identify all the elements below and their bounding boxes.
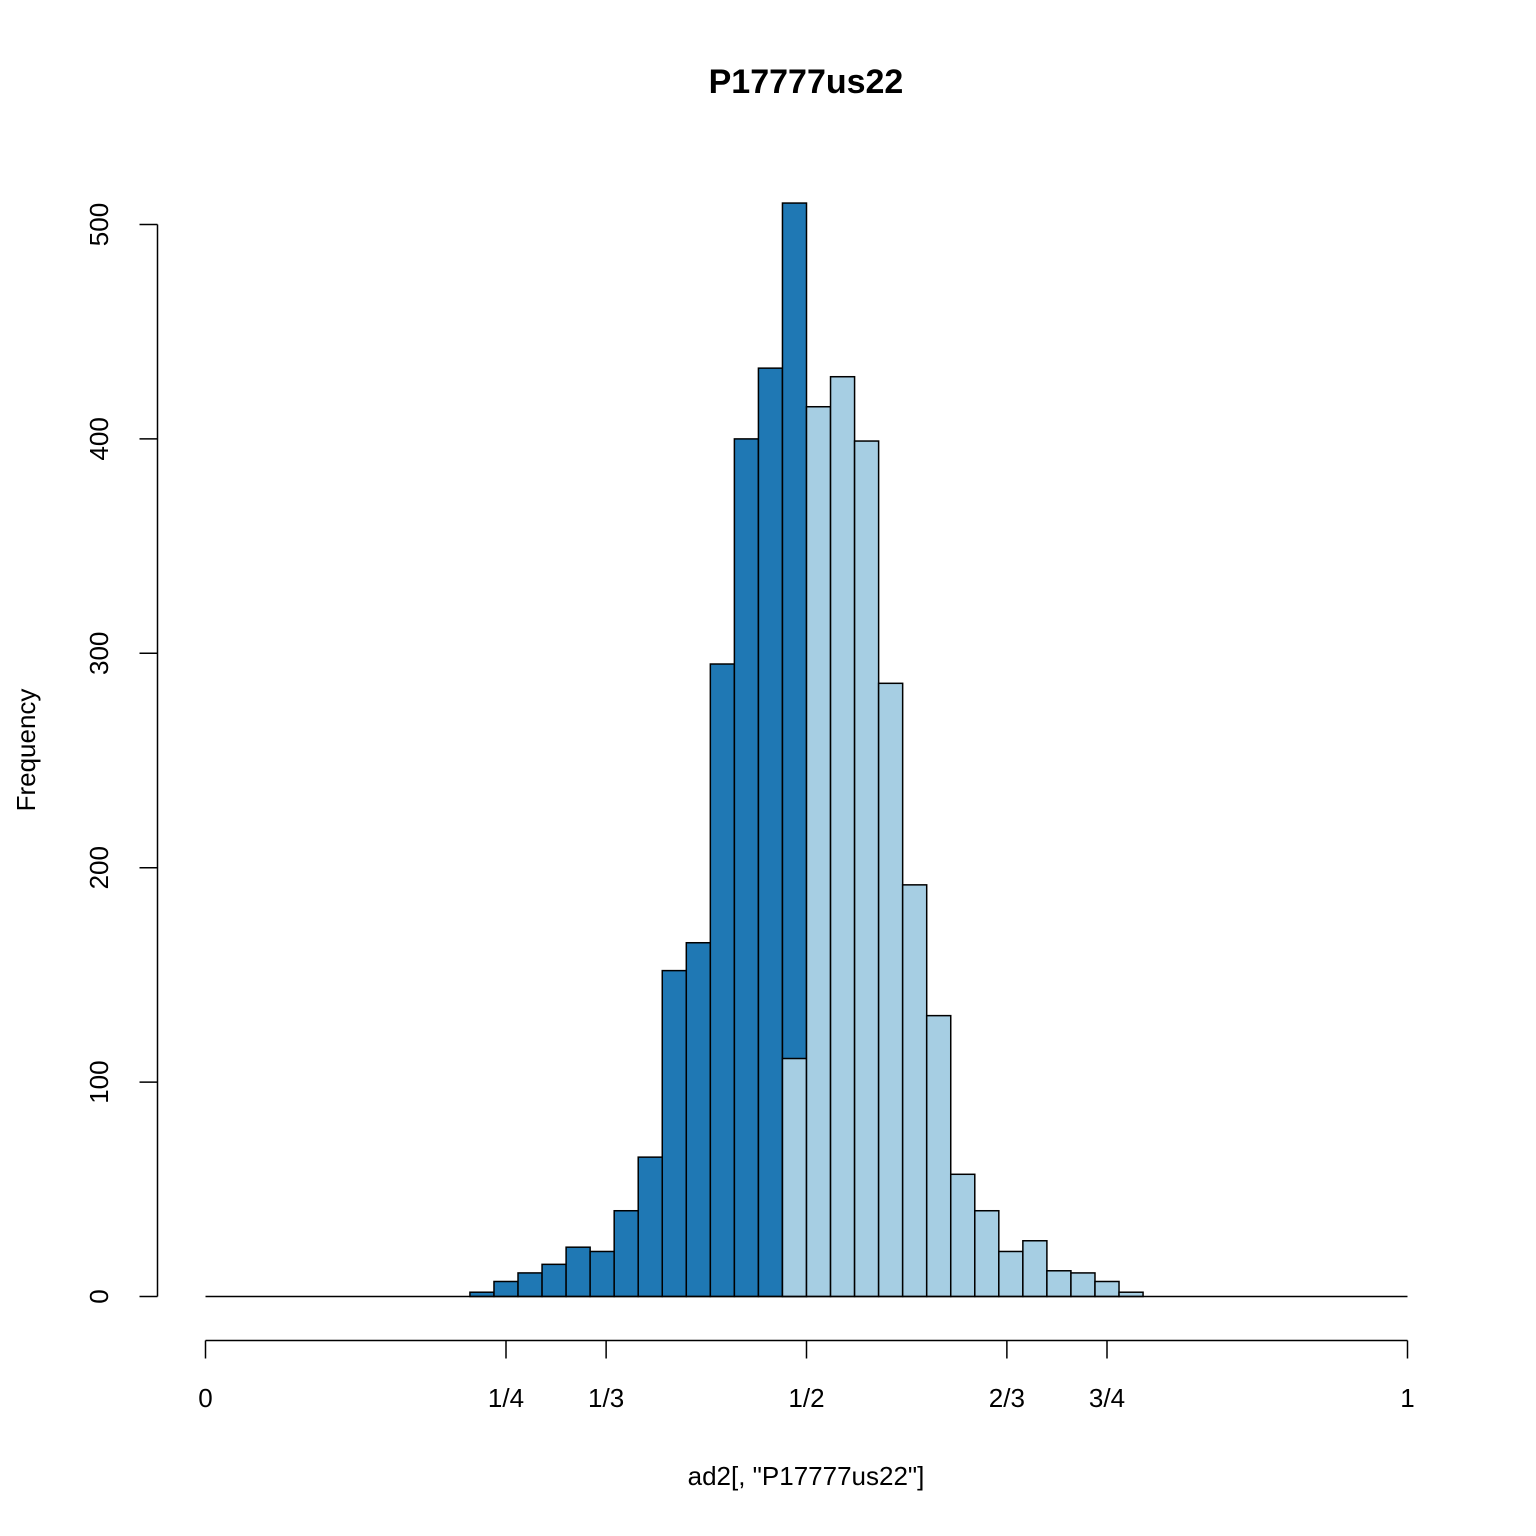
histogram-bar: [565, 1246, 591, 1298]
histogram-bar: [613, 1209, 639, 1298]
histogram-bar: [1046, 1270, 1072, 1298]
x-tick-label: 2/3: [989, 1383, 1025, 1413]
x-tick-label: 1/4: [488, 1383, 524, 1413]
histogram-bar: [949, 1173, 976, 1298]
histogram-bar: [877, 682, 904, 1298]
histogram-bar: [805, 405, 832, 1298]
histogram-bar: [733, 438, 760, 1298]
histogram-bar: [661, 969, 688, 1298]
histogram-bar: [757, 367, 784, 1298]
x-tick-label: 1/2: [788, 1383, 824, 1413]
y-tick-label: 400: [84, 417, 114, 460]
histogram-bar: [709, 663, 736, 1298]
y-tick-label: 200: [84, 846, 114, 889]
histogram-bar: [1094, 1280, 1120, 1298]
histogram-bar: [998, 1250, 1024, 1298]
y-axis-label: Frequency: [11, 689, 41, 812]
histogram-bar: [829, 375, 856, 1298]
x-tick-label: 1: [1400, 1383, 1414, 1413]
x-tick-label: 3/4: [1089, 1383, 1125, 1413]
histogram-bar: [925, 1014, 952, 1298]
histogram-bar: [853, 440, 880, 1298]
histogram-bar: [517, 1272, 543, 1298]
y-axis: 0 100 200 300 400 500: [84, 203, 159, 1304]
bars-group: [469, 202, 1144, 1298]
histogram-bar: [901, 884, 928, 1298]
histogram-bar: [1070, 1272, 1096, 1298]
histogram-bar: [685, 941, 712, 1298]
y-tick-label: 300: [84, 632, 114, 675]
y-tick-label: 0: [84, 1289, 114, 1303]
x-tick-label: 0: [198, 1383, 212, 1413]
histogram-bar: [1022, 1240, 1048, 1298]
histogram-bar: [974, 1209, 1000, 1298]
histogram-bar: [541, 1263, 567, 1298]
histogram-bar: [493, 1280, 519, 1298]
x-axis: 0 1/4 1/3 1/2 2/3 3/4 1: [198, 1339, 1415, 1413]
x-axis-label: ad2[, "P17777us22"]: [688, 1461, 925, 1491]
histogram-bar: [589, 1250, 615, 1298]
y-tick-label: 500: [84, 203, 114, 246]
histogram-bar: [781, 1057, 808, 1298]
chart-title: P17777us22: [709, 63, 904, 101]
x-tick-label: 1/3: [588, 1383, 624, 1413]
histogram-bar: [637, 1156, 664, 1298]
y-tick-label: 100: [84, 1060, 114, 1103]
